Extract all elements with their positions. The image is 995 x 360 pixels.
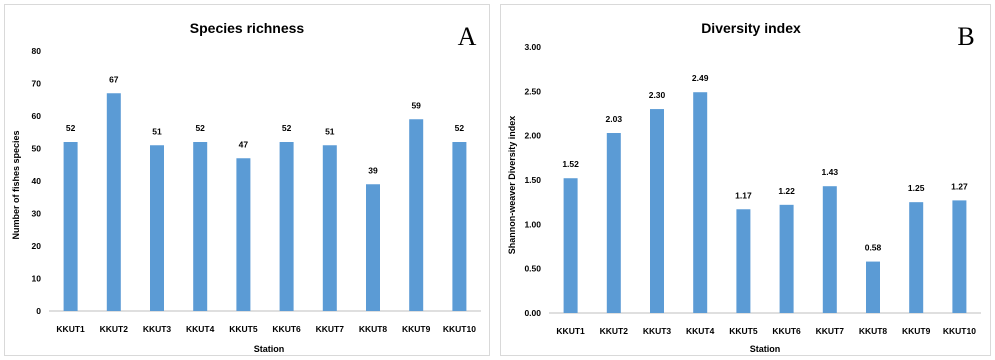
bar-kkut3 bbox=[650, 109, 664, 313]
x-category-label: KKUT4 bbox=[686, 326, 715, 336]
chart-panel-b: Diversity index B Shannon-weaver Diversi… bbox=[500, 4, 991, 356]
bar-kkut9 bbox=[909, 202, 924, 313]
x-category-label: KKUT1 bbox=[556, 326, 585, 336]
bar-kkut7 bbox=[322, 145, 337, 311]
bar-kkut10 bbox=[452, 142, 467, 311]
x-category-label: KKUT9 bbox=[902, 326, 931, 336]
diversity-index-chart: Diversity index B Shannon-weaver Diversi… bbox=[507, 20, 981, 354]
bar-kkut5 bbox=[236, 158, 251, 311]
x-category-label: KKUT5 bbox=[229, 324, 258, 334]
bar-kkut7 bbox=[822, 186, 837, 313]
bar-kkut2 bbox=[606, 133, 621, 313]
y-tick-label: 80 bbox=[32, 46, 42, 56]
y-tick-label: 0 bbox=[36, 306, 41, 316]
data-label: 1.22 bbox=[778, 186, 795, 196]
x-category-label: KKUT3 bbox=[643, 326, 672, 336]
y-tick-label: 20 bbox=[32, 241, 42, 251]
data-label: 2.03 bbox=[606, 114, 623, 124]
y-tick-label: 70 bbox=[32, 79, 42, 89]
data-label: 47 bbox=[239, 139, 249, 149]
x-axis-title: Station bbox=[750, 344, 781, 354]
data-label: 67 bbox=[109, 74, 119, 84]
x-category-label: KKUT4 bbox=[186, 324, 215, 334]
bar-kkut4 bbox=[693, 92, 708, 313]
bar-kkut9 bbox=[409, 119, 424, 311]
data-label: 1.25 bbox=[908, 183, 925, 193]
y-tick-label: 1.50 bbox=[524, 175, 541, 185]
data-label: 1.17 bbox=[735, 190, 752, 200]
panel-letter: A bbox=[458, 22, 477, 51]
plot-area: 0 10 20 30 40 50 60 70 80 52 KKUT1 67 KKUT2 51 KKUT3 52… bbox=[32, 46, 481, 334]
x-category-label: KKUT2 bbox=[100, 324, 129, 334]
data-label: 51 bbox=[152, 126, 162, 136]
x-category-label: KKUT2 bbox=[600, 326, 629, 336]
plot-area: 0.00 0.50 1.00 1.50 2.00 2.50 3.00 1.52 KKUT1 2.0… bbox=[524, 42, 981, 336]
chart-title: Diversity index bbox=[701, 20, 801, 36]
y-tick-label: 0.00 bbox=[524, 308, 541, 318]
bar-kkut8 bbox=[866, 261, 880, 313]
y-tick-label: 30 bbox=[32, 209, 42, 219]
data-label: 59 bbox=[411, 100, 421, 110]
bar-kkut8 bbox=[366, 184, 380, 311]
data-label: 52 bbox=[195, 123, 205, 133]
species-richness-chart: Species richness A Number of fishes spec… bbox=[11, 20, 481, 354]
data-label: 51 bbox=[325, 126, 335, 136]
y-tick-label: 2.00 bbox=[524, 131, 541, 141]
data-label: 39 bbox=[368, 165, 378, 175]
y-axis-title: Number of fishes species bbox=[11, 130, 21, 239]
x-category-label: KKUT10 bbox=[943, 326, 976, 336]
y-tick-label: 10 bbox=[32, 274, 42, 284]
x-category-label: KKUT6 bbox=[272, 324, 301, 334]
x-category-label: KKUT9 bbox=[402, 324, 431, 334]
x-category-label: KKUT3 bbox=[143, 324, 172, 334]
y-tick-label: 40 bbox=[32, 176, 42, 186]
data-label: 1.27 bbox=[951, 181, 968, 191]
y-tick-label: 2.50 bbox=[524, 86, 541, 96]
data-label: 52 bbox=[282, 123, 292, 133]
bar-kkut2 bbox=[106, 93, 121, 311]
bar-kkut10 bbox=[952, 200, 967, 313]
y-axis-title: Shannon-weaver Diversity index bbox=[507, 116, 517, 255]
x-category-label: KKUT8 bbox=[359, 324, 388, 334]
data-label: 2.30 bbox=[649, 90, 666, 100]
data-label: 0.58 bbox=[865, 243, 882, 253]
x-category-label: KKUT10 bbox=[443, 324, 476, 334]
x-category-label: KKUT7 bbox=[816, 326, 845, 336]
y-tick-label: 1.00 bbox=[524, 219, 541, 229]
data-label: 52 bbox=[455, 123, 465, 133]
bar-kkut6 bbox=[779, 204, 794, 313]
x-category-label: KKUT8 bbox=[859, 326, 888, 336]
x-category-label: KKUT1 bbox=[56, 324, 85, 334]
data-label: 1.43 bbox=[822, 167, 839, 177]
y-tick-label: 50 bbox=[32, 144, 42, 154]
bar-kkut3 bbox=[150, 145, 164, 311]
x-axis-title: Station bbox=[254, 344, 285, 354]
bar-kkut5 bbox=[736, 209, 751, 313]
x-category-label: KKUT5 bbox=[729, 326, 758, 336]
data-label: 2.49 bbox=[692, 73, 709, 83]
data-label: 1.52 bbox=[562, 159, 579, 169]
bar-kkut1 bbox=[563, 178, 578, 313]
data-label: 52 bbox=[66, 123, 76, 133]
y-tick-label: 60 bbox=[32, 111, 42, 121]
bar-kkut4 bbox=[193, 142, 208, 311]
bar-kkut1 bbox=[63, 142, 78, 311]
x-category-label: KKUT7 bbox=[316, 324, 345, 334]
bar-kkut6 bbox=[279, 142, 294, 311]
x-category-label: KKUT6 bbox=[772, 326, 801, 336]
chart-title: Species richness bbox=[190, 20, 305, 36]
chart-panel-a: Species richness A Number of fishes spec… bbox=[4, 4, 490, 356]
panel-letter: B bbox=[957, 22, 974, 51]
y-tick-label: 0.50 bbox=[524, 264, 541, 274]
y-tick-label: 3.00 bbox=[524, 42, 541, 52]
